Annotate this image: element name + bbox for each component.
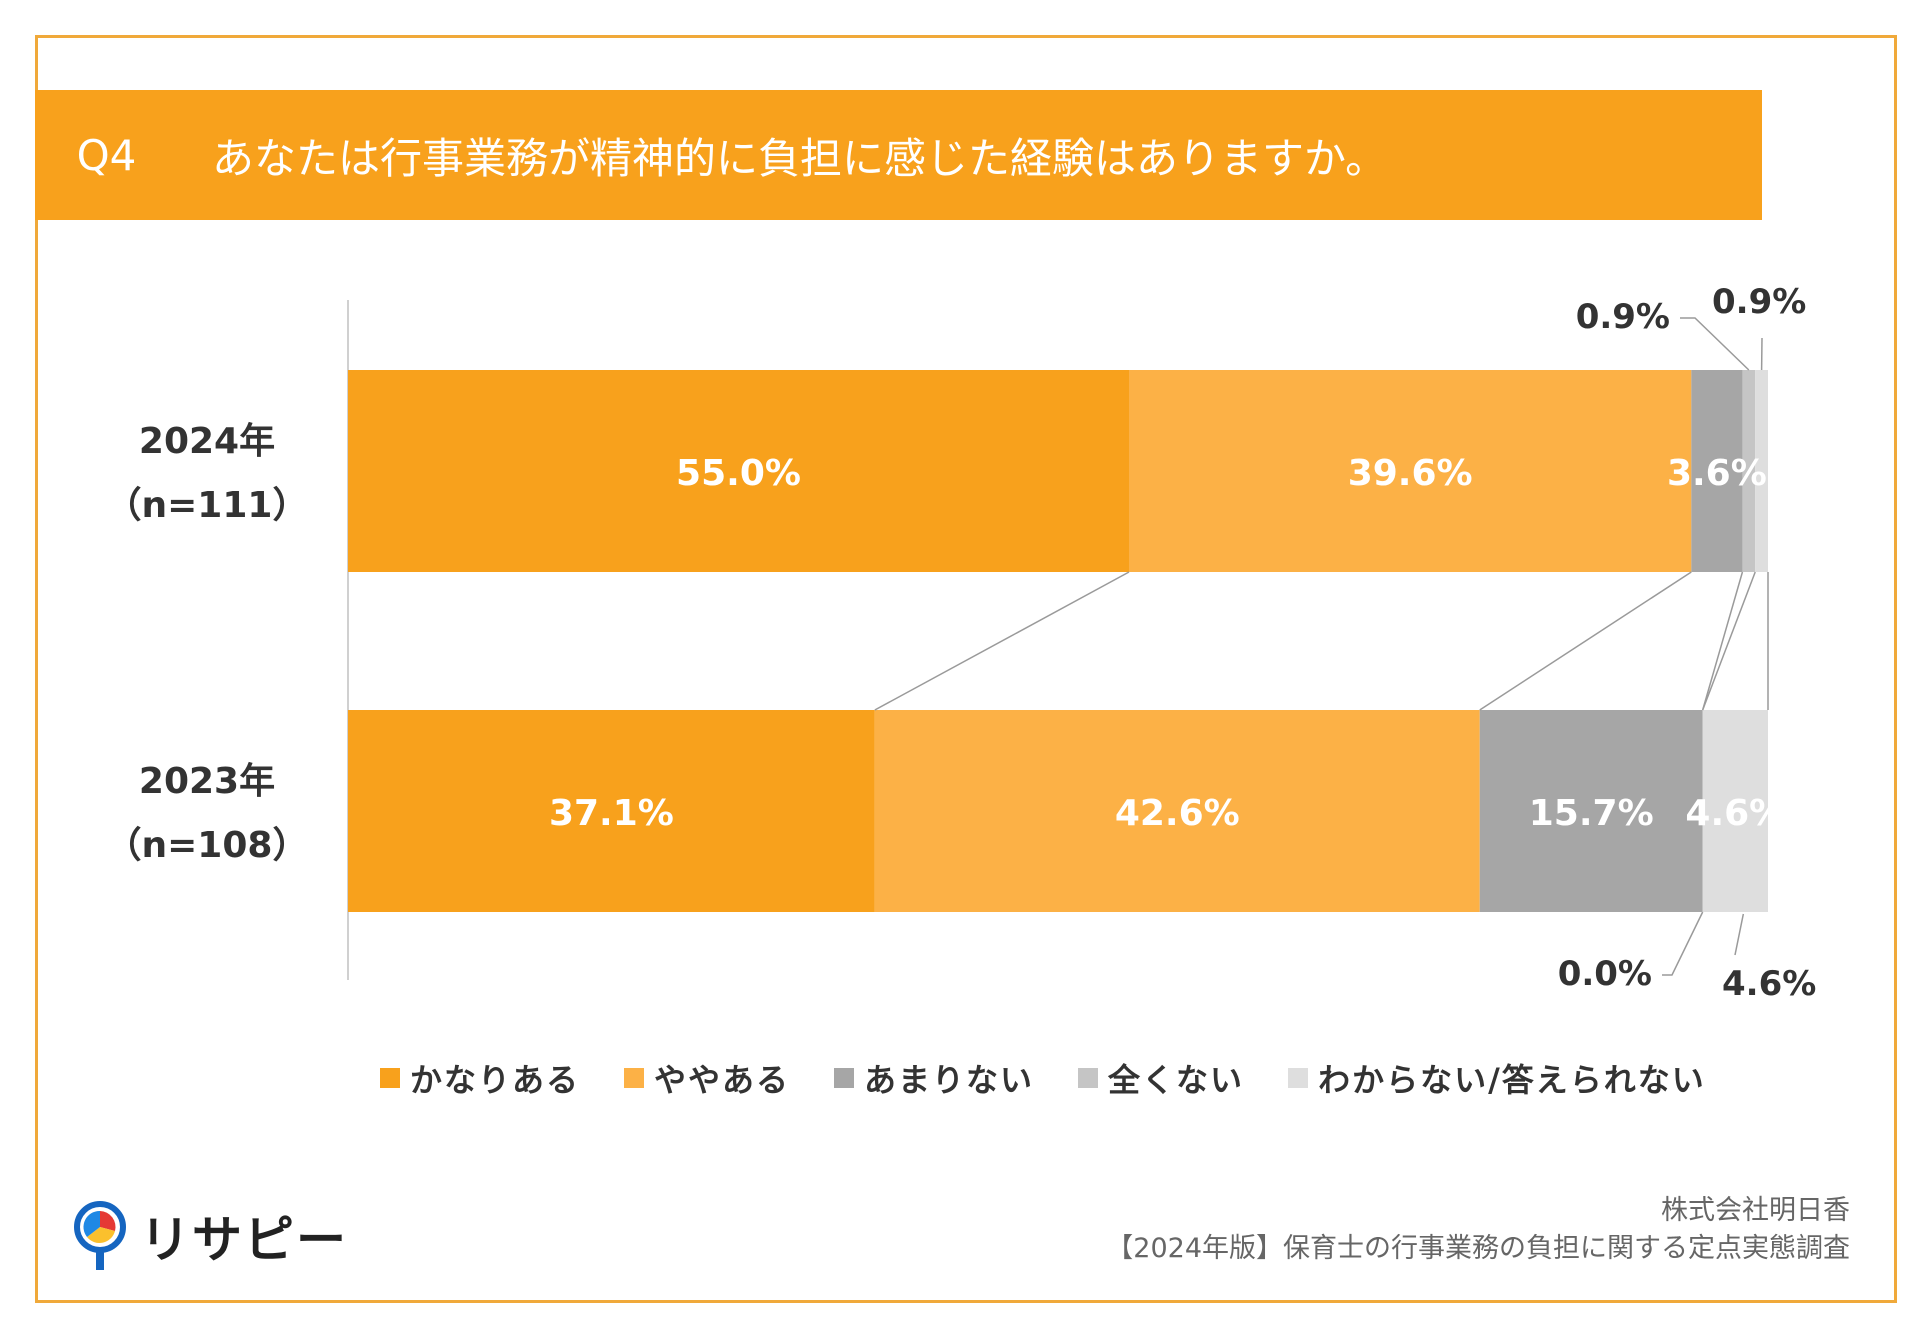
bar-segment: [1129, 370, 1692, 572]
callout-line: [1734, 913, 1745, 956]
bar-segment: [1691, 370, 1743, 572]
legend-swatch: [1288, 1068, 1309, 1088]
legend-item: ややある: [624, 1055, 790, 1101]
connector-line: [874, 571, 1130, 711]
legend-swatch: [1078, 1068, 1099, 1088]
data-label: 37.1%: [549, 793, 674, 834]
legend-label: 全くない: [1108, 1061, 1245, 1099]
legend-label: わからない/答えられない: [1318, 1061, 1706, 1099]
category-year: 2024年: [138, 421, 276, 462]
bar-segment: [874, 710, 1480, 912]
callout-line: [1662, 911, 1704, 976]
data-label-callout: 4.6%: [1722, 964, 1816, 1004]
bar-segment: [348, 710, 875, 912]
data-label: 4.6%: [1685, 793, 1785, 834]
category-year: 2023年: [138, 761, 276, 802]
data-label: 42.6%: [1115, 793, 1240, 834]
category-label-2024: 2024年 （n=111）: [97, 410, 317, 538]
callout-line: [1680, 317, 1750, 371]
category-label-2023: 2023年 （n=108）: [97, 750, 317, 878]
legend-item: かなりある: [380, 1055, 580, 1101]
survey-name: 【2024年版】保育士の行事業務の負担に関する定点実態調査: [1106, 1233, 1850, 1264]
data-label-callout: 0.9%: [1712, 282, 1806, 322]
legend: かなりある ややある あまりない 全くない わからない/答えられない: [380, 1055, 1706, 1101]
legend-item: 全くない: [1078, 1055, 1244, 1101]
company-name: 株式会社明日香: [1661, 1195, 1850, 1226]
bar-segment: [1755, 370, 1768, 572]
logo-text: リサピー: [140, 1211, 348, 1269]
data-label: 39.6%: [1348, 453, 1473, 494]
bar-segment: [1702, 710, 1768, 912]
connector-line: [1701, 571, 1756, 711]
legend-label: ややある: [654, 1061, 791, 1099]
category-sample-size: （n=111）: [105, 485, 309, 526]
legend-swatch: [624, 1068, 645, 1088]
data-label-callout: 0.9%: [1576, 297, 1670, 337]
bar-segment: [348, 370, 1129, 572]
legend-label: あまりない: [864, 1061, 1035, 1099]
legend-item: わからない/答えられない: [1288, 1055, 1706, 1101]
legend-item: あまりない: [834, 1055, 1034, 1101]
data-label: 55.0%: [676, 453, 801, 494]
connector-line: [1701, 571, 1744, 711]
source-credit: 株式会社明日香 【2024年版】保育士の行事業務の負担に関する定点実態調査: [1106, 1192, 1850, 1268]
logo-pin-icon: [74, 1201, 126, 1270]
legend-swatch: [380, 1068, 400, 1088]
legend-label: かなりある: [410, 1061, 581, 1099]
brand-logo: リサピー: [70, 1200, 348, 1272]
category-sample-size: （n=108）: [105, 825, 309, 866]
question-title: あなたは行事業務が精神的に負担に感じた経験はありますか。: [162, 90, 1762, 220]
connector-line: [1479, 571, 1692, 711]
data-label: 3.6%: [1667, 453, 1767, 494]
question-number-badge: Q4: [35, 90, 178, 220]
data-label: 15.7%: [1529, 793, 1654, 834]
bar-segment: [1479, 710, 1703, 912]
legend-swatch: [834, 1068, 855, 1088]
bar-segment: [1742, 370, 1756, 572]
data-label-callout: 0.0%: [1558, 954, 1652, 994]
chart-frame: [35, 35, 1897, 1303]
